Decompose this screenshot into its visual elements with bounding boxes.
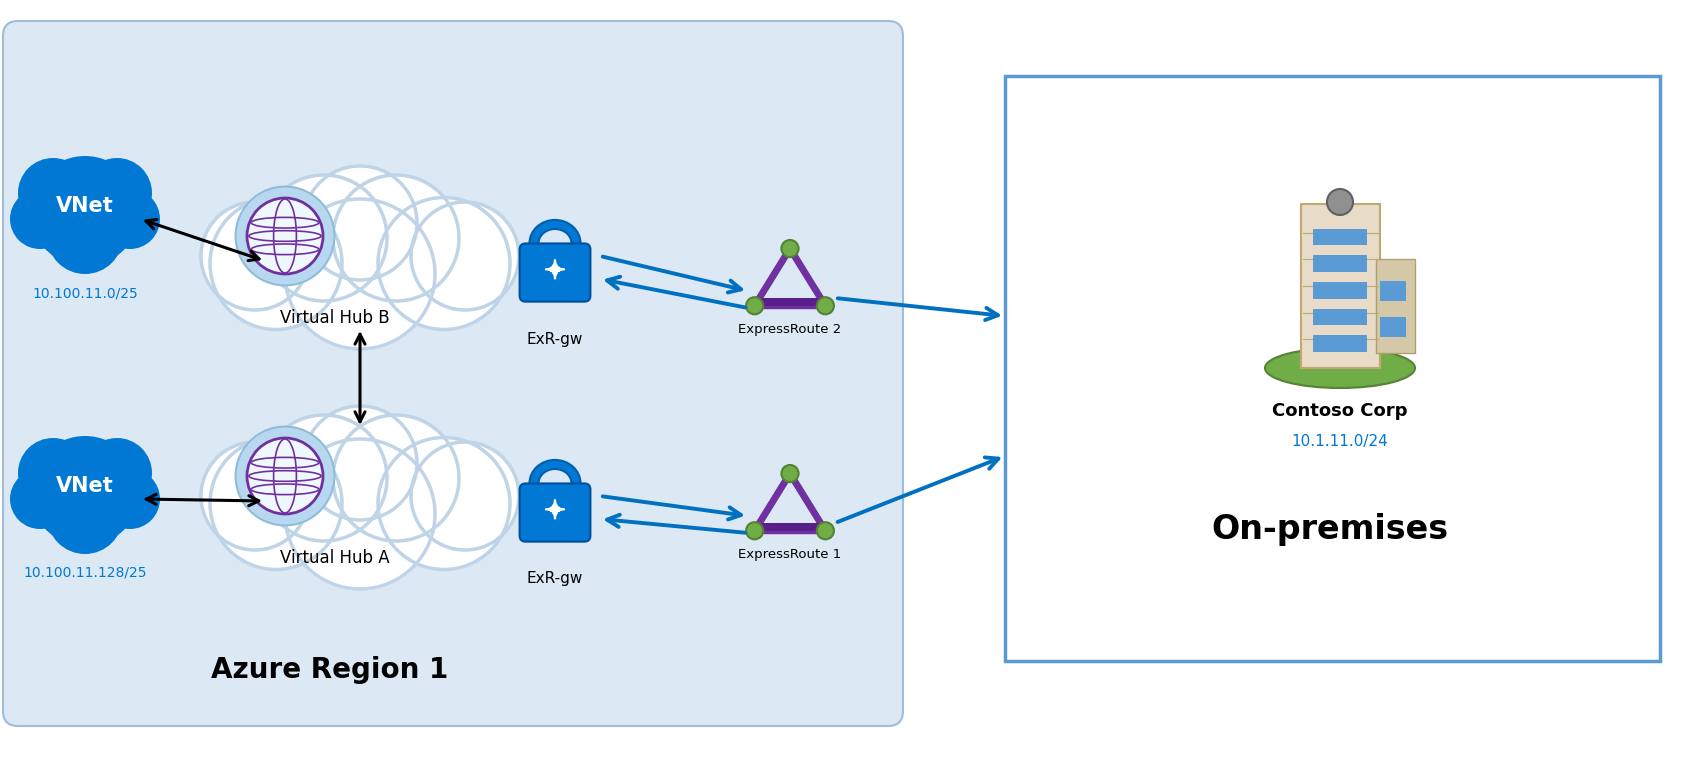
Text: ExpressRoute 2: ExpressRoute 2 [738, 323, 841, 336]
Circle shape [747, 297, 764, 314]
Circle shape [284, 439, 435, 589]
Circle shape [284, 199, 435, 349]
Text: ExpressRoute 1: ExpressRoute 1 [738, 548, 841, 561]
Circle shape [10, 469, 69, 529]
Circle shape [816, 522, 835, 539]
Text: Contoso Corp: Contoso Corp [1271, 402, 1409, 420]
Circle shape [411, 202, 520, 310]
Circle shape [100, 469, 161, 529]
Polygon shape [755, 523, 826, 531]
Circle shape [247, 198, 323, 274]
FancyBboxPatch shape [1312, 309, 1368, 326]
Circle shape [247, 438, 323, 514]
FancyBboxPatch shape [3, 21, 902, 726]
Circle shape [334, 415, 459, 541]
FancyBboxPatch shape [1375, 259, 1414, 353]
Text: On-premises: On-premises [1212, 513, 1449, 546]
FancyBboxPatch shape [1300, 204, 1380, 368]
Circle shape [210, 198, 342, 329]
FancyBboxPatch shape [1006, 76, 1661, 661]
Text: 10.100.11.128/25: 10.100.11.128/25 [24, 566, 147, 580]
Circle shape [100, 189, 161, 249]
Circle shape [782, 465, 799, 482]
Circle shape [261, 175, 388, 301]
Text: Virtual Hub B: Virtual Hub B [279, 309, 389, 327]
Circle shape [261, 415, 388, 541]
Text: VNet: VNet [56, 476, 113, 496]
Text: ExR-gw: ExR-gw [527, 571, 582, 587]
Text: 10.1.11.0/24: 10.1.11.0/24 [1292, 434, 1388, 449]
Circle shape [303, 406, 416, 520]
Circle shape [816, 297, 835, 314]
Circle shape [747, 522, 764, 539]
Circle shape [411, 442, 520, 550]
Circle shape [201, 442, 310, 550]
FancyBboxPatch shape [1312, 282, 1368, 299]
FancyBboxPatch shape [1380, 317, 1405, 337]
Circle shape [378, 437, 510, 569]
Circle shape [81, 158, 152, 228]
Polygon shape [755, 299, 826, 306]
Circle shape [210, 437, 342, 569]
Circle shape [30, 156, 141, 266]
Text: VNet: VNet [56, 196, 113, 216]
Circle shape [30, 436, 141, 546]
Circle shape [201, 202, 310, 310]
Circle shape [81, 438, 152, 508]
Circle shape [378, 198, 510, 329]
FancyBboxPatch shape [520, 244, 591, 302]
Circle shape [47, 478, 124, 554]
Text: 10.100.11.0/25: 10.100.11.0/25 [32, 286, 137, 300]
Ellipse shape [1265, 348, 1415, 388]
Circle shape [10, 189, 69, 249]
Text: Virtual Hub A: Virtual Hub A [279, 549, 389, 567]
Circle shape [303, 166, 416, 280]
Circle shape [19, 158, 88, 228]
Circle shape [235, 427, 335, 525]
FancyBboxPatch shape [1312, 255, 1368, 272]
Circle shape [1327, 189, 1353, 215]
Circle shape [782, 240, 799, 257]
FancyBboxPatch shape [520, 483, 591, 542]
FancyBboxPatch shape [1380, 281, 1405, 301]
Circle shape [19, 438, 88, 508]
Text: Azure Region 1: Azure Region 1 [212, 656, 449, 684]
Circle shape [47, 198, 124, 274]
FancyBboxPatch shape [1312, 229, 1368, 245]
Circle shape [334, 175, 459, 301]
Text: ExR-gw: ExR-gw [527, 332, 582, 346]
Circle shape [235, 187, 335, 286]
FancyBboxPatch shape [1312, 336, 1368, 352]
